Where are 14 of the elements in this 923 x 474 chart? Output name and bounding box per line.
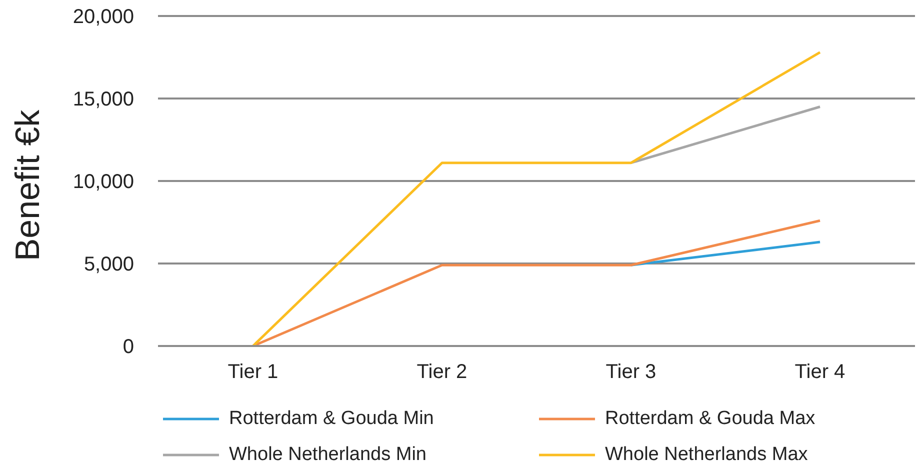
- x-tick-label: Tier 4: [794, 361, 846, 384]
- y-tick-label: 20,000: [72, 6, 134, 28]
- x-tick-label: Tier 3: [606, 361, 656, 384]
- legend-label: Rotterdam & Gouda Min: [229, 408, 434, 430]
- legend-label: Whole Netherlands Max: [605, 444, 808, 466]
- y-tick-label: 5,000: [84, 254, 134, 276]
- legend-label: Whole Netherlands Min: [229, 444, 426, 466]
- x-tick-label: Tier 2: [416, 361, 468, 384]
- y-tick-label: 15,000: [72, 88, 134, 111]
- y-tick-label: 10,000: [72, 171, 134, 194]
- legend-label: Rotterdam & Gouda Max: [605, 408, 816, 430]
- x-tick-label: Tier 1: [228, 361, 278, 384]
- y-tick-label: 0: [122, 336, 134, 358]
- y-axis-title: Benefit €k: [9, 108, 48, 261]
